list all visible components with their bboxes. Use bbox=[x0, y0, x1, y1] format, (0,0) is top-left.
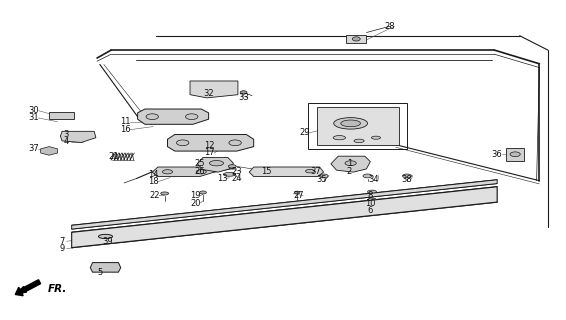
Ellipse shape bbox=[510, 152, 520, 157]
Polygon shape bbox=[138, 109, 209, 124]
Text: 35: 35 bbox=[316, 175, 327, 184]
Polygon shape bbox=[41, 147, 58, 155]
Polygon shape bbox=[249, 167, 324, 177]
Text: 33: 33 bbox=[238, 93, 249, 102]
Polygon shape bbox=[61, 131, 96, 142]
Text: 21: 21 bbox=[109, 152, 119, 161]
Polygon shape bbox=[72, 180, 497, 229]
Polygon shape bbox=[49, 112, 75, 119]
Text: 3: 3 bbox=[63, 130, 68, 139]
FancyArrow shape bbox=[15, 280, 41, 296]
Ellipse shape bbox=[209, 161, 224, 166]
Ellipse shape bbox=[334, 118, 367, 129]
Text: 14: 14 bbox=[148, 170, 158, 179]
Text: 4: 4 bbox=[63, 137, 68, 146]
Ellipse shape bbox=[229, 140, 241, 146]
Polygon shape bbox=[198, 157, 233, 172]
Text: FR.: FR. bbox=[48, 284, 67, 294]
Text: 17: 17 bbox=[204, 148, 215, 157]
Text: 12: 12 bbox=[204, 141, 215, 150]
Text: 7: 7 bbox=[59, 237, 65, 246]
Text: 30: 30 bbox=[29, 106, 39, 115]
Polygon shape bbox=[90, 263, 121, 272]
Polygon shape bbox=[346, 35, 366, 43]
Ellipse shape bbox=[367, 190, 376, 194]
Text: 1: 1 bbox=[347, 159, 352, 168]
Text: 27: 27 bbox=[293, 191, 304, 200]
Polygon shape bbox=[72, 187, 497, 248]
Text: 13: 13 bbox=[217, 174, 228, 183]
Ellipse shape bbox=[319, 174, 328, 178]
Ellipse shape bbox=[371, 136, 380, 139]
Ellipse shape bbox=[367, 207, 376, 210]
Text: 19: 19 bbox=[190, 191, 201, 200]
Polygon shape bbox=[190, 81, 238, 98]
Text: 9: 9 bbox=[59, 244, 65, 253]
Ellipse shape bbox=[240, 91, 247, 94]
Text: 38: 38 bbox=[402, 175, 413, 184]
Ellipse shape bbox=[363, 174, 372, 178]
Text: 22: 22 bbox=[149, 191, 160, 200]
Ellipse shape bbox=[200, 191, 207, 194]
Polygon shape bbox=[331, 156, 370, 172]
Text: 18: 18 bbox=[148, 177, 158, 186]
Text: 20: 20 bbox=[190, 198, 201, 207]
Text: 36: 36 bbox=[492, 150, 503, 159]
Text: 28: 28 bbox=[385, 22, 396, 31]
Ellipse shape bbox=[402, 174, 411, 178]
Ellipse shape bbox=[177, 140, 189, 146]
Text: 10: 10 bbox=[365, 198, 376, 207]
Ellipse shape bbox=[352, 37, 360, 41]
Ellipse shape bbox=[161, 192, 169, 195]
Text: 29: 29 bbox=[299, 128, 310, 137]
Polygon shape bbox=[168, 134, 254, 151]
Ellipse shape bbox=[354, 139, 364, 143]
Ellipse shape bbox=[223, 172, 235, 176]
Text: 15: 15 bbox=[261, 167, 271, 176]
Text: 6: 6 bbox=[368, 206, 373, 215]
Text: 24: 24 bbox=[231, 174, 242, 183]
Text: 25: 25 bbox=[194, 159, 205, 168]
Ellipse shape bbox=[186, 114, 198, 120]
Text: 2: 2 bbox=[347, 167, 352, 176]
Ellipse shape bbox=[341, 120, 361, 127]
Text: 37: 37 bbox=[28, 144, 39, 153]
Ellipse shape bbox=[306, 169, 315, 173]
Ellipse shape bbox=[294, 191, 300, 194]
Ellipse shape bbox=[98, 234, 113, 239]
Ellipse shape bbox=[345, 161, 356, 165]
Text: 37: 37 bbox=[310, 167, 321, 176]
Ellipse shape bbox=[333, 136, 346, 140]
Text: 31: 31 bbox=[29, 114, 39, 123]
Text: 5: 5 bbox=[97, 268, 102, 277]
Text: 8: 8 bbox=[368, 191, 373, 200]
Polygon shape bbox=[505, 148, 524, 161]
Ellipse shape bbox=[146, 114, 158, 120]
Polygon shape bbox=[317, 108, 398, 145]
Text: 32: 32 bbox=[203, 89, 214, 98]
Ellipse shape bbox=[228, 165, 236, 168]
Text: 39: 39 bbox=[102, 237, 113, 246]
Text: 26: 26 bbox=[194, 167, 205, 176]
Polygon shape bbox=[152, 167, 215, 177]
Text: 16: 16 bbox=[120, 125, 131, 134]
Ellipse shape bbox=[162, 170, 173, 174]
Text: 11: 11 bbox=[120, 117, 130, 126]
Text: 23: 23 bbox=[231, 167, 242, 176]
Ellipse shape bbox=[196, 170, 207, 174]
Ellipse shape bbox=[367, 198, 376, 202]
Text: 34: 34 bbox=[368, 175, 379, 184]
